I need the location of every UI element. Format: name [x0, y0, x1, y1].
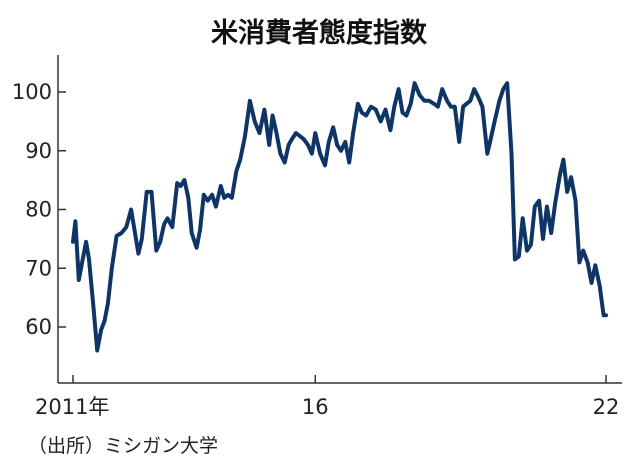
- x-tick-label: 22: [593, 395, 620, 419]
- y-axis-ticks: 60 70 80 90 100: [12, 80, 66, 339]
- y-tick-label: 100: [12, 80, 52, 104]
- y-tick-label: 90: [25, 139, 52, 163]
- x-axis-ticks: 2011年 16 22: [35, 375, 619, 419]
- x-tick-label: 2011年: [35, 395, 109, 419]
- y-tick-label: 80: [25, 198, 52, 222]
- x-tick-label: 16: [302, 395, 329, 419]
- source-note: （出所）ミシガン大学: [28, 435, 218, 457]
- y-tick-label: 60: [25, 315, 52, 339]
- y-tick-label: 70: [25, 256, 52, 280]
- series-line: [71, 81, 608, 353]
- chart-title: 米消費者態度指数: [211, 17, 428, 49]
